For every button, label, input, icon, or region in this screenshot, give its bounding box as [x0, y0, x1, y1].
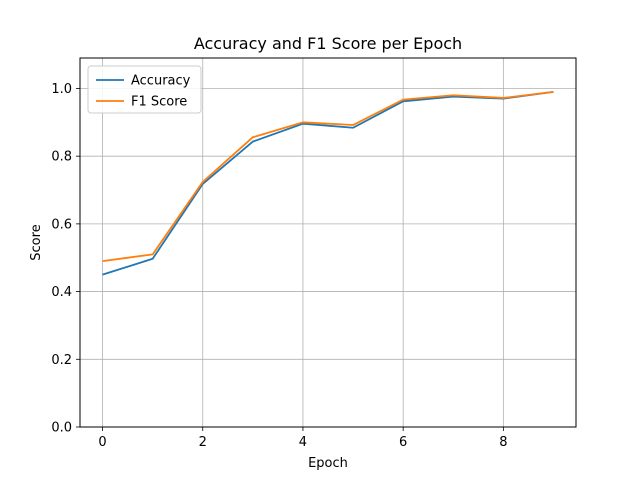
- legend: Accuracy F1 Score: [87, 65, 202, 114]
- y-tick-label: 0.8: [51, 150, 72, 165]
- x-tick-label: 0: [98, 435, 106, 450]
- chart-title: Accuracy and F1 Score per Epoch: [194, 34, 462, 53]
- axis-ticks: 0 2 4 6 8 0.0 0.2 0.4 0.6 0.8 1.0: [51, 82, 507, 450]
- plot-frame: [79, 57, 577, 428]
- y-tick-label: 0.2: [51, 353, 72, 368]
- y-tick-label: 0.0: [51, 421, 72, 436]
- x-tick-label: 6: [399, 435, 407, 450]
- x-tick-label: 8: [499, 435, 507, 450]
- y-tick-label: 0.6: [51, 217, 72, 232]
- legend-label: F1 Score: [131, 95, 187, 110]
- y-tick-label: 1.0: [51, 82, 72, 97]
- legend-label: Accuracy: [131, 74, 191, 89]
- series-line-1: [102, 90, 554, 263]
- x-tick-label: 2: [199, 435, 207, 450]
- y-tick-label: 0.4: [51, 285, 72, 300]
- x-tick-label: 4: [299, 435, 307, 450]
- x-axis-label: Epoch: [308, 456, 348, 471]
- y-axis-label: Score: [29, 224, 44, 260]
- series-lines: [102, 90, 554, 276]
- series-line-0: [102, 90, 554, 276]
